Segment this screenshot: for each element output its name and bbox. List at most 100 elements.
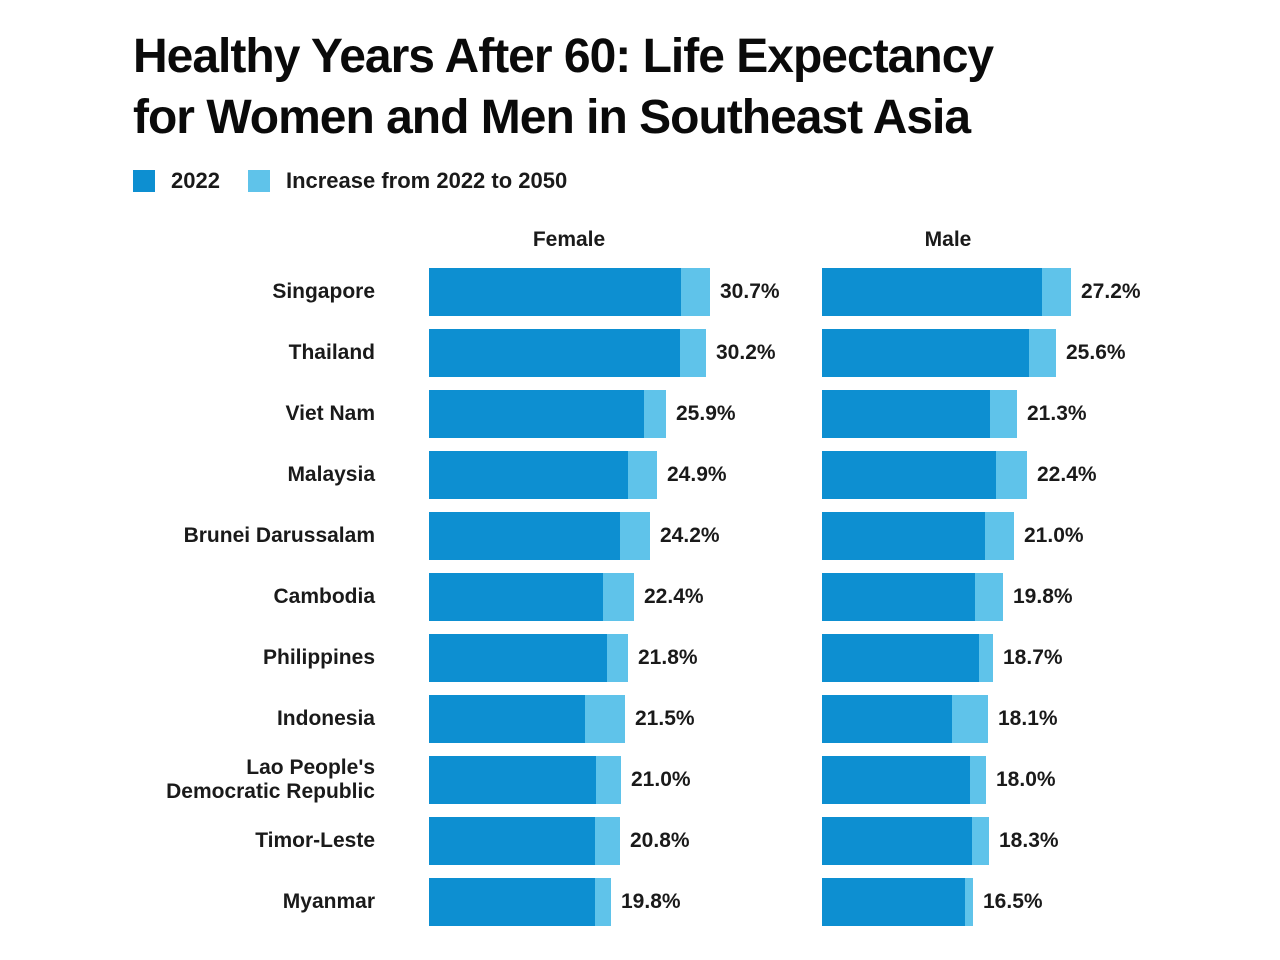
bar-male (822, 512, 1014, 560)
title-line-1: Healthy Years After 60: Life Expectancy (133, 30, 994, 83)
chart-row: Viet Nam 25.9% 21.3% (0, 390, 1280, 451)
bar-male-increase-segment (996, 451, 1027, 499)
bar-male-increase-segment (990, 390, 1017, 438)
male-cell: 21.3% (822, 390, 1280, 438)
chart-title: Healthy Years After 60: Life Expectancy f… (133, 26, 994, 148)
male-cell: 22.4% (822, 451, 1280, 499)
chart-row: Cambodia 22.4% 19.8% (0, 573, 1280, 634)
value-label-male: 27.2% (1081, 280, 1141, 303)
value-label-female: 25.9% (676, 402, 736, 425)
bar-female (429, 512, 650, 560)
bar-female (429, 268, 710, 316)
bar-female-increase-segment (596, 756, 621, 804)
bar-male-2022-segment (822, 451, 996, 499)
bar-male (822, 817, 989, 865)
bar-female (429, 817, 620, 865)
country-label: Malaysia (287, 463, 375, 486)
female-cell: 20.8% (429, 817, 822, 865)
bar-male (822, 634, 993, 682)
chart-row: Thailand 30.2% 25.6% (0, 329, 1280, 390)
female-cell: 21.8% (429, 634, 822, 682)
female-cell: 30.2% (429, 329, 822, 377)
bar-female-increase-segment (607, 634, 628, 682)
bar-male-increase-segment (985, 512, 1014, 560)
value-label-female: 21.8% (638, 646, 698, 669)
male-cell: 18.0% (822, 756, 1280, 804)
country-label: Philippines (262, 646, 375, 669)
bar-male (822, 268, 1071, 316)
country-label: Timor-Leste (255, 829, 375, 852)
country-label: Singapore (272, 280, 375, 303)
value-label-female: 20.8% (630, 829, 690, 852)
bar-female-2022-segment (429, 634, 607, 682)
country-label: Thailand (288, 341, 375, 364)
bar-female-2022-segment (429, 512, 620, 560)
bar-female (429, 695, 625, 743)
bar-male-2022-segment (822, 390, 990, 438)
bar-male (822, 451, 1027, 499)
female-cell: 21.0% (429, 756, 822, 804)
legend-item-increase: Increase from 2022 to 2050 (247, 170, 567, 192)
bar-female-increase-segment (595, 878, 611, 926)
male-cell: 18.7% (822, 634, 1280, 682)
value-label-male: 18.0% (996, 768, 1056, 791)
bar-female (429, 390, 666, 438)
female-cell: 22.4% (429, 573, 822, 621)
legend-swatch-increase (247, 170, 270, 192)
value-label-male: 18.3% (999, 829, 1059, 852)
bar-female-2022-segment (429, 756, 596, 804)
chart-row: Indonesia 21.5% 18.1% (0, 695, 1280, 756)
value-label-male: 21.3% (1027, 402, 1087, 425)
country-label: Brunei Darussalam (183, 524, 375, 547)
bar-female-increase-segment (628, 451, 657, 499)
value-label-male: 18.1% (998, 707, 1058, 730)
bar-male-2022-segment (822, 329, 1029, 377)
chart-rows: Singapore 30.7% 27.2% Thailand 30.2% 25.6% Vie… (0, 268, 1280, 939)
bar-male-2022-segment (822, 817, 972, 865)
chart-row: Singapore 30.7% 27.2% (0, 268, 1280, 329)
bar-male-increase-segment (1029, 329, 1056, 377)
country-label: Indonesia (276, 707, 375, 730)
bar-male-2022-segment (822, 695, 952, 743)
female-cell: 24.9% (429, 451, 822, 499)
chart-row: Lao People's Democratic Republic 21.0% 18.… (0, 756, 1280, 817)
bar-male-2022-segment (822, 878, 965, 926)
bar-female-2022-segment (429, 695, 585, 743)
bar-female-2022-segment (429, 329, 680, 377)
bar-male-2022-segment (822, 573, 975, 621)
bar-male-increase-segment (952, 695, 988, 743)
value-label-male: 22.4% (1037, 463, 1097, 486)
value-label-female: 24.2% (660, 524, 720, 547)
bar-male (822, 390, 1017, 438)
chart-row: Malaysia 24.9% 22.4% (0, 451, 1280, 512)
male-cell: 16.5% (822, 878, 1280, 926)
male-cell: 18.1% (822, 695, 1280, 743)
male-cell: 21.0% (822, 512, 1280, 560)
bar-male-increase-segment (972, 817, 989, 865)
bar-female (429, 329, 706, 377)
bar-male (822, 329, 1056, 377)
male-cell: 25.6% (822, 329, 1280, 377)
bar-female-increase-segment (585, 695, 625, 743)
legend-item-2022: 2022 (133, 170, 220, 192)
bar-female-increase-segment (681, 268, 710, 316)
bar-female-2022-segment (429, 268, 681, 316)
bar-female-2022-segment (429, 451, 628, 499)
legend: 2022 Increase from 2022 to 2050 (133, 170, 567, 192)
bar-male-2022-segment (822, 756, 970, 804)
value-label-female: 30.2% (716, 341, 776, 364)
value-label-male: 25.6% (1066, 341, 1126, 364)
title-line-2: for Women and Men in Southeast Asia (133, 91, 971, 144)
bar-female-increase-segment (595, 817, 620, 865)
value-label-male: 21.0% (1024, 524, 1084, 547)
bar-female-2022-segment (429, 878, 595, 926)
female-cell: 19.8% (429, 878, 822, 926)
bar-male-increase-segment (979, 634, 993, 682)
value-label-female: 21.0% (631, 768, 691, 791)
chart-row: Philippines 21.8% 18.7% (0, 634, 1280, 695)
bar-female-2022-segment (429, 817, 595, 865)
bar-male (822, 756, 986, 804)
country-label: Cambodia (273, 585, 375, 608)
value-label-female: 19.8% (621, 890, 681, 913)
bar-female (429, 573, 634, 621)
